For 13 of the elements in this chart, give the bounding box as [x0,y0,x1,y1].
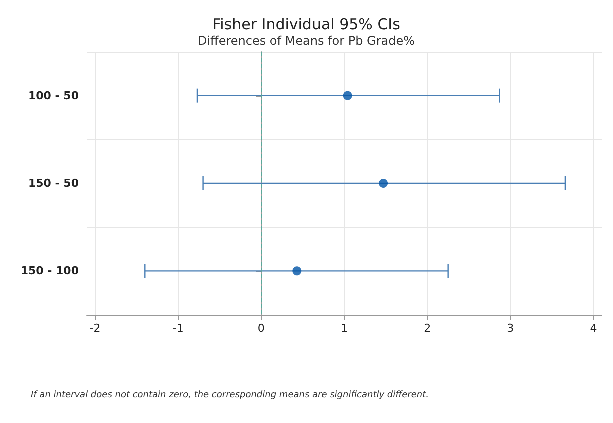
y-tick-label: 150 - 50 [28,177,80,190]
chart-subtitle: Differences of Means for Pb Grade% [198,34,416,48]
x-tick-label: -1 [172,322,184,335]
x-tick-label: -2 [90,322,101,335]
y-tick-label: 150 - 100 [20,264,80,278]
x-tick-label: 4 [590,322,598,335]
x-tick-label: 3 [507,322,514,335]
chart-title: Fisher Individual 95% CIs [212,16,401,34]
x-tick-label: 1 [341,322,348,335]
x-tick-label: 0 [258,322,265,335]
x-tick-label: 2 [424,322,432,335]
y-tick-label: 100 - 50 [28,89,80,102]
text: If an interval does not contain zero, the corresponding means are significantly different. [31,390,429,400]
